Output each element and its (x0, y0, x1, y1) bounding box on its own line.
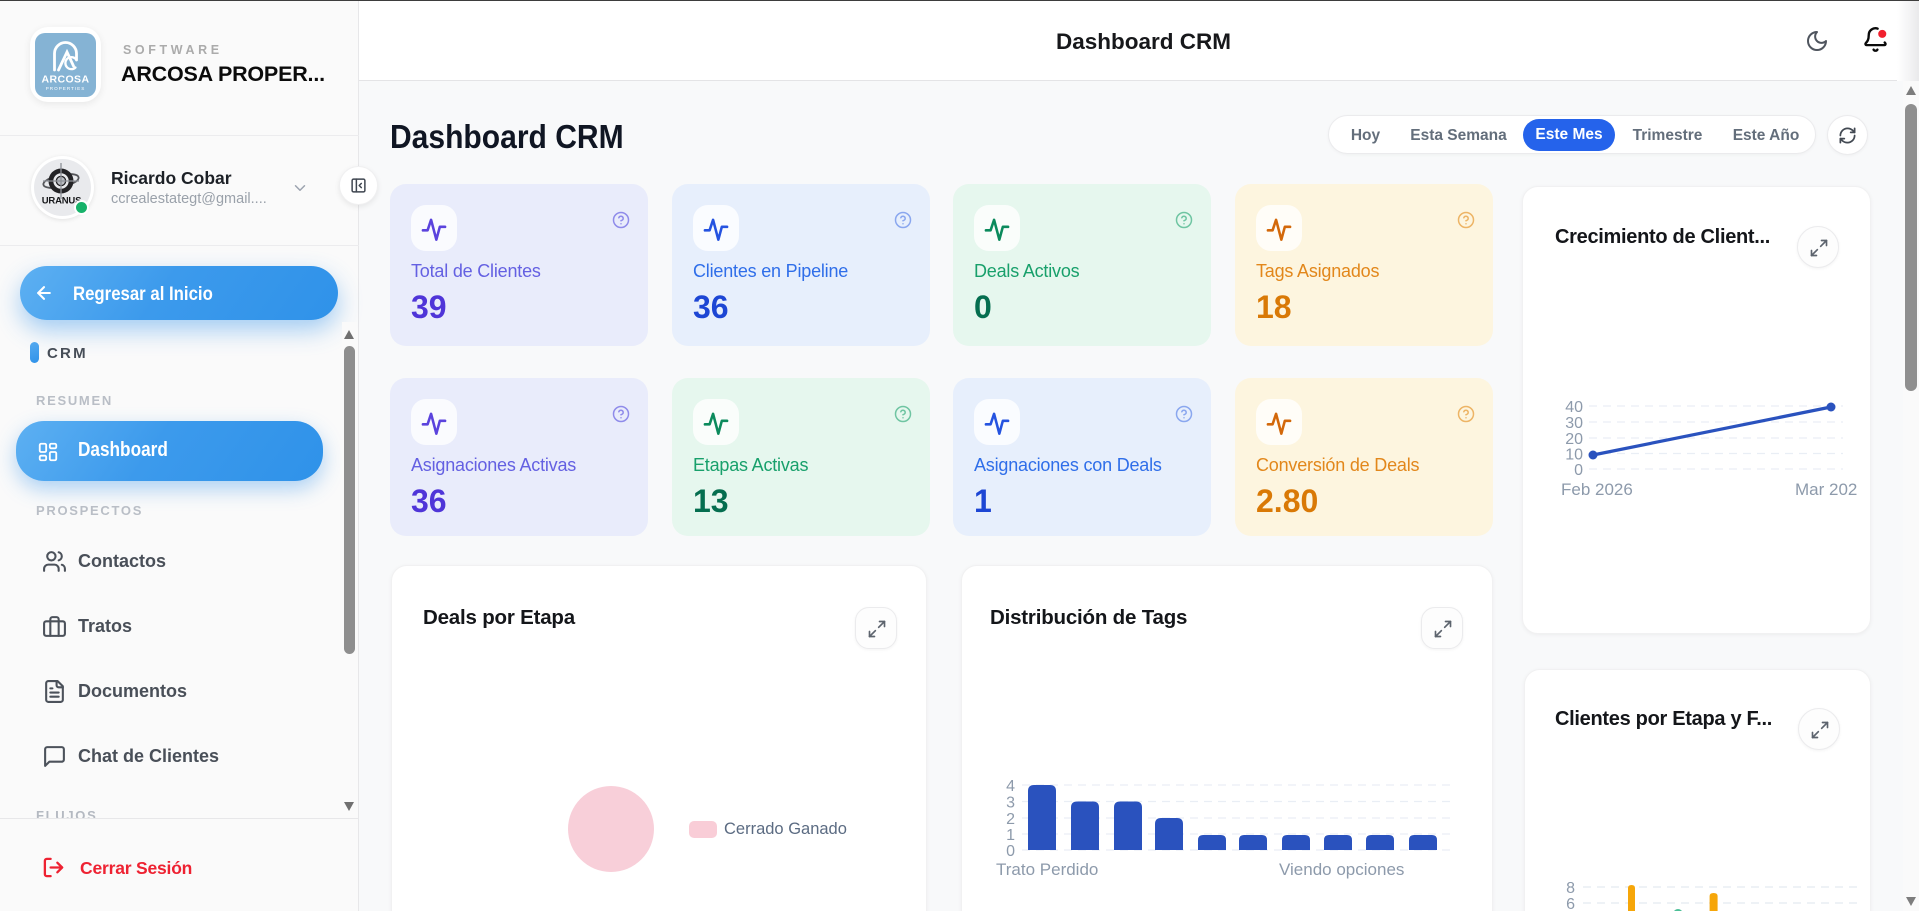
svg-text:0: 0 (1574, 462, 1583, 479)
svg-text:3: 3 (1006, 795, 1015, 812)
svg-text:4: 4 (1006, 778, 1015, 795)
svg-text:2: 2 (1006, 811, 1015, 828)
svg-text:6: 6 (1566, 896, 1575, 911)
svg-text:Mar 202: Mar 202 (1795, 480, 1857, 499)
svg-text:Feb 2026: Feb 2026 (1561, 480, 1633, 499)
svg-text:1: 1 (1006, 827, 1015, 844)
svg-text:40: 40 (1565, 399, 1583, 416)
svg-text:30: 30 (1565, 415, 1583, 432)
svg-text:Viendo opciones: Viendo opciones (1279, 860, 1404, 879)
svg-text:PROPERTIES: PROPERTIES (46, 86, 86, 91)
svg-text:8: 8 (1566, 880, 1575, 897)
svg-text:0: 0 (1006, 843, 1015, 860)
svg-text:10: 10 (1565, 447, 1583, 464)
svg-text:Trato Perdido: Trato Perdido (996, 860, 1098, 879)
svg-text:20: 20 (1565, 431, 1583, 448)
svg-text:ARCOSA: ARCOSA (42, 74, 90, 86)
svg-text:URANUS: URANUS (42, 196, 81, 207)
